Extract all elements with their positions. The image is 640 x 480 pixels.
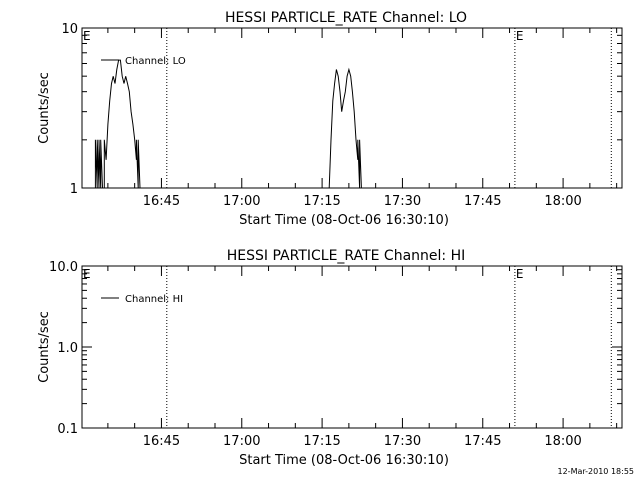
x-tick-label: 18:00 bbox=[544, 434, 581, 449]
eclipse-marker: E bbox=[83, 29, 91, 43]
plot-frame bbox=[81, 27, 623, 189]
x-tick-label: 17:30 bbox=[384, 434, 421, 449]
x-tick-label: 17:30 bbox=[384, 194, 421, 209]
y-axis-label: Counts/sec bbox=[37, 311, 52, 383]
chart-title: HESSI PARTICLE_RATE Channel: HI bbox=[227, 248, 465, 264]
generation-timestamp: 12-Mar-2010 18:55 bbox=[557, 467, 635, 476]
y-tick-label: 10 bbox=[61, 22, 78, 37]
y-tick-label: 10.0 bbox=[49, 260, 78, 275]
chart-title: HESSI PARTICLE_RATE Channel: LO bbox=[225, 10, 467, 26]
plot-frame bbox=[81, 265, 623, 429]
x-tick-label: 17:45 bbox=[464, 434, 501, 449]
eclipse-marker: E bbox=[516, 267, 524, 281]
data-series-line bbox=[94, 59, 362, 189]
x-axis-label: Start Time (08-Oct-06 16:30:10) bbox=[239, 453, 449, 468]
y-axis-label: Counts/sec bbox=[37, 72, 52, 144]
eclipse-marker: E bbox=[516, 29, 524, 43]
legend-label: Channel: LO bbox=[125, 56, 186, 67]
x-tick-label: 17:45 bbox=[464, 194, 501, 209]
x-tick-label: 17:15 bbox=[303, 434, 340, 449]
x-tick-label: 16:45 bbox=[143, 434, 180, 449]
x-tick-label: 17:00 bbox=[223, 194, 260, 209]
x-tick-label: 17:15 bbox=[303, 194, 340, 209]
x-tick-label: 16:45 bbox=[143, 194, 180, 209]
x-tick-label: 18:00 bbox=[544, 194, 581, 209]
y-tick-label: 1 bbox=[70, 182, 78, 197]
y-tick-label: 0.1 bbox=[57, 422, 78, 437]
eclipse-marker: E bbox=[83, 267, 91, 281]
x-axis-label: Start Time (08-Oct-06 16:30:10) bbox=[239, 213, 449, 228]
x-tick-label: 17:00 bbox=[223, 434, 260, 449]
y-tick-label: 1.0 bbox=[57, 341, 78, 356]
legend-label: Channel: HI bbox=[125, 294, 183, 305]
